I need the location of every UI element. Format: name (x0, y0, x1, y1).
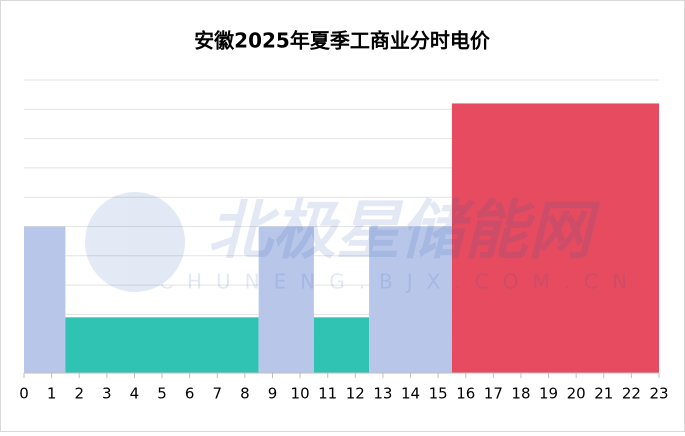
x-tick-label: 10 (291, 385, 310, 403)
bars (24, 103, 659, 373)
x-tick-label: 5 (157, 385, 167, 403)
x-tick-label: 12 (346, 385, 365, 403)
watermark-subtext: CHUNENG.BJX.COM.CN (159, 270, 641, 294)
x-tick-label: 22 (622, 385, 641, 403)
x-tick-label: 21 (594, 385, 613, 403)
x-tick-label: 1 (47, 385, 57, 403)
watermark: 北极星储能网 CHUNENG.BJX.COM.CN (85, 192, 641, 294)
x-tick-label: 11 (318, 385, 337, 403)
x-tick-label: 18 (511, 385, 530, 403)
x-tick-label: 13 (373, 385, 392, 403)
x-tick-label: 8 (240, 385, 250, 403)
bar (451, 103, 659, 373)
x-tick-label: 17 (484, 385, 503, 403)
chart-title: 安徽2025年夏季工商业分时电价 (194, 29, 491, 53)
bar (65, 317, 259, 373)
x-tick-label: 20 (567, 385, 586, 403)
x-tick-label: 15 (429, 385, 448, 403)
x-tick-label: 14 (401, 385, 420, 403)
bar (24, 226, 66, 373)
watermark-text: 北极星储能网 (208, 195, 601, 269)
x-tick-label: 2 (74, 385, 84, 403)
x-tick-label: 23 (649, 385, 668, 403)
x-tick-label: 3 (102, 385, 112, 403)
x-axis: 0 1 2 3 4 5 6 7 8 9 10 11 12 13 14 15 16 17 18 19 20 21 22 23 (19, 372, 669, 403)
x-tick-label: 4 (130, 385, 140, 403)
bar (258, 226, 314, 373)
x-tick-label: 6 (185, 385, 195, 403)
x-tick-label: 0 (19, 385, 29, 403)
watermark-logo (85, 192, 185, 292)
bar (369, 226, 452, 373)
x-tick-label: 9 (268, 385, 278, 403)
x-tick-label: 19 (539, 385, 558, 403)
bar (313, 317, 370, 373)
x-tick-label: 16 (456, 385, 475, 403)
x-tick-label: 7 (212, 385, 222, 403)
